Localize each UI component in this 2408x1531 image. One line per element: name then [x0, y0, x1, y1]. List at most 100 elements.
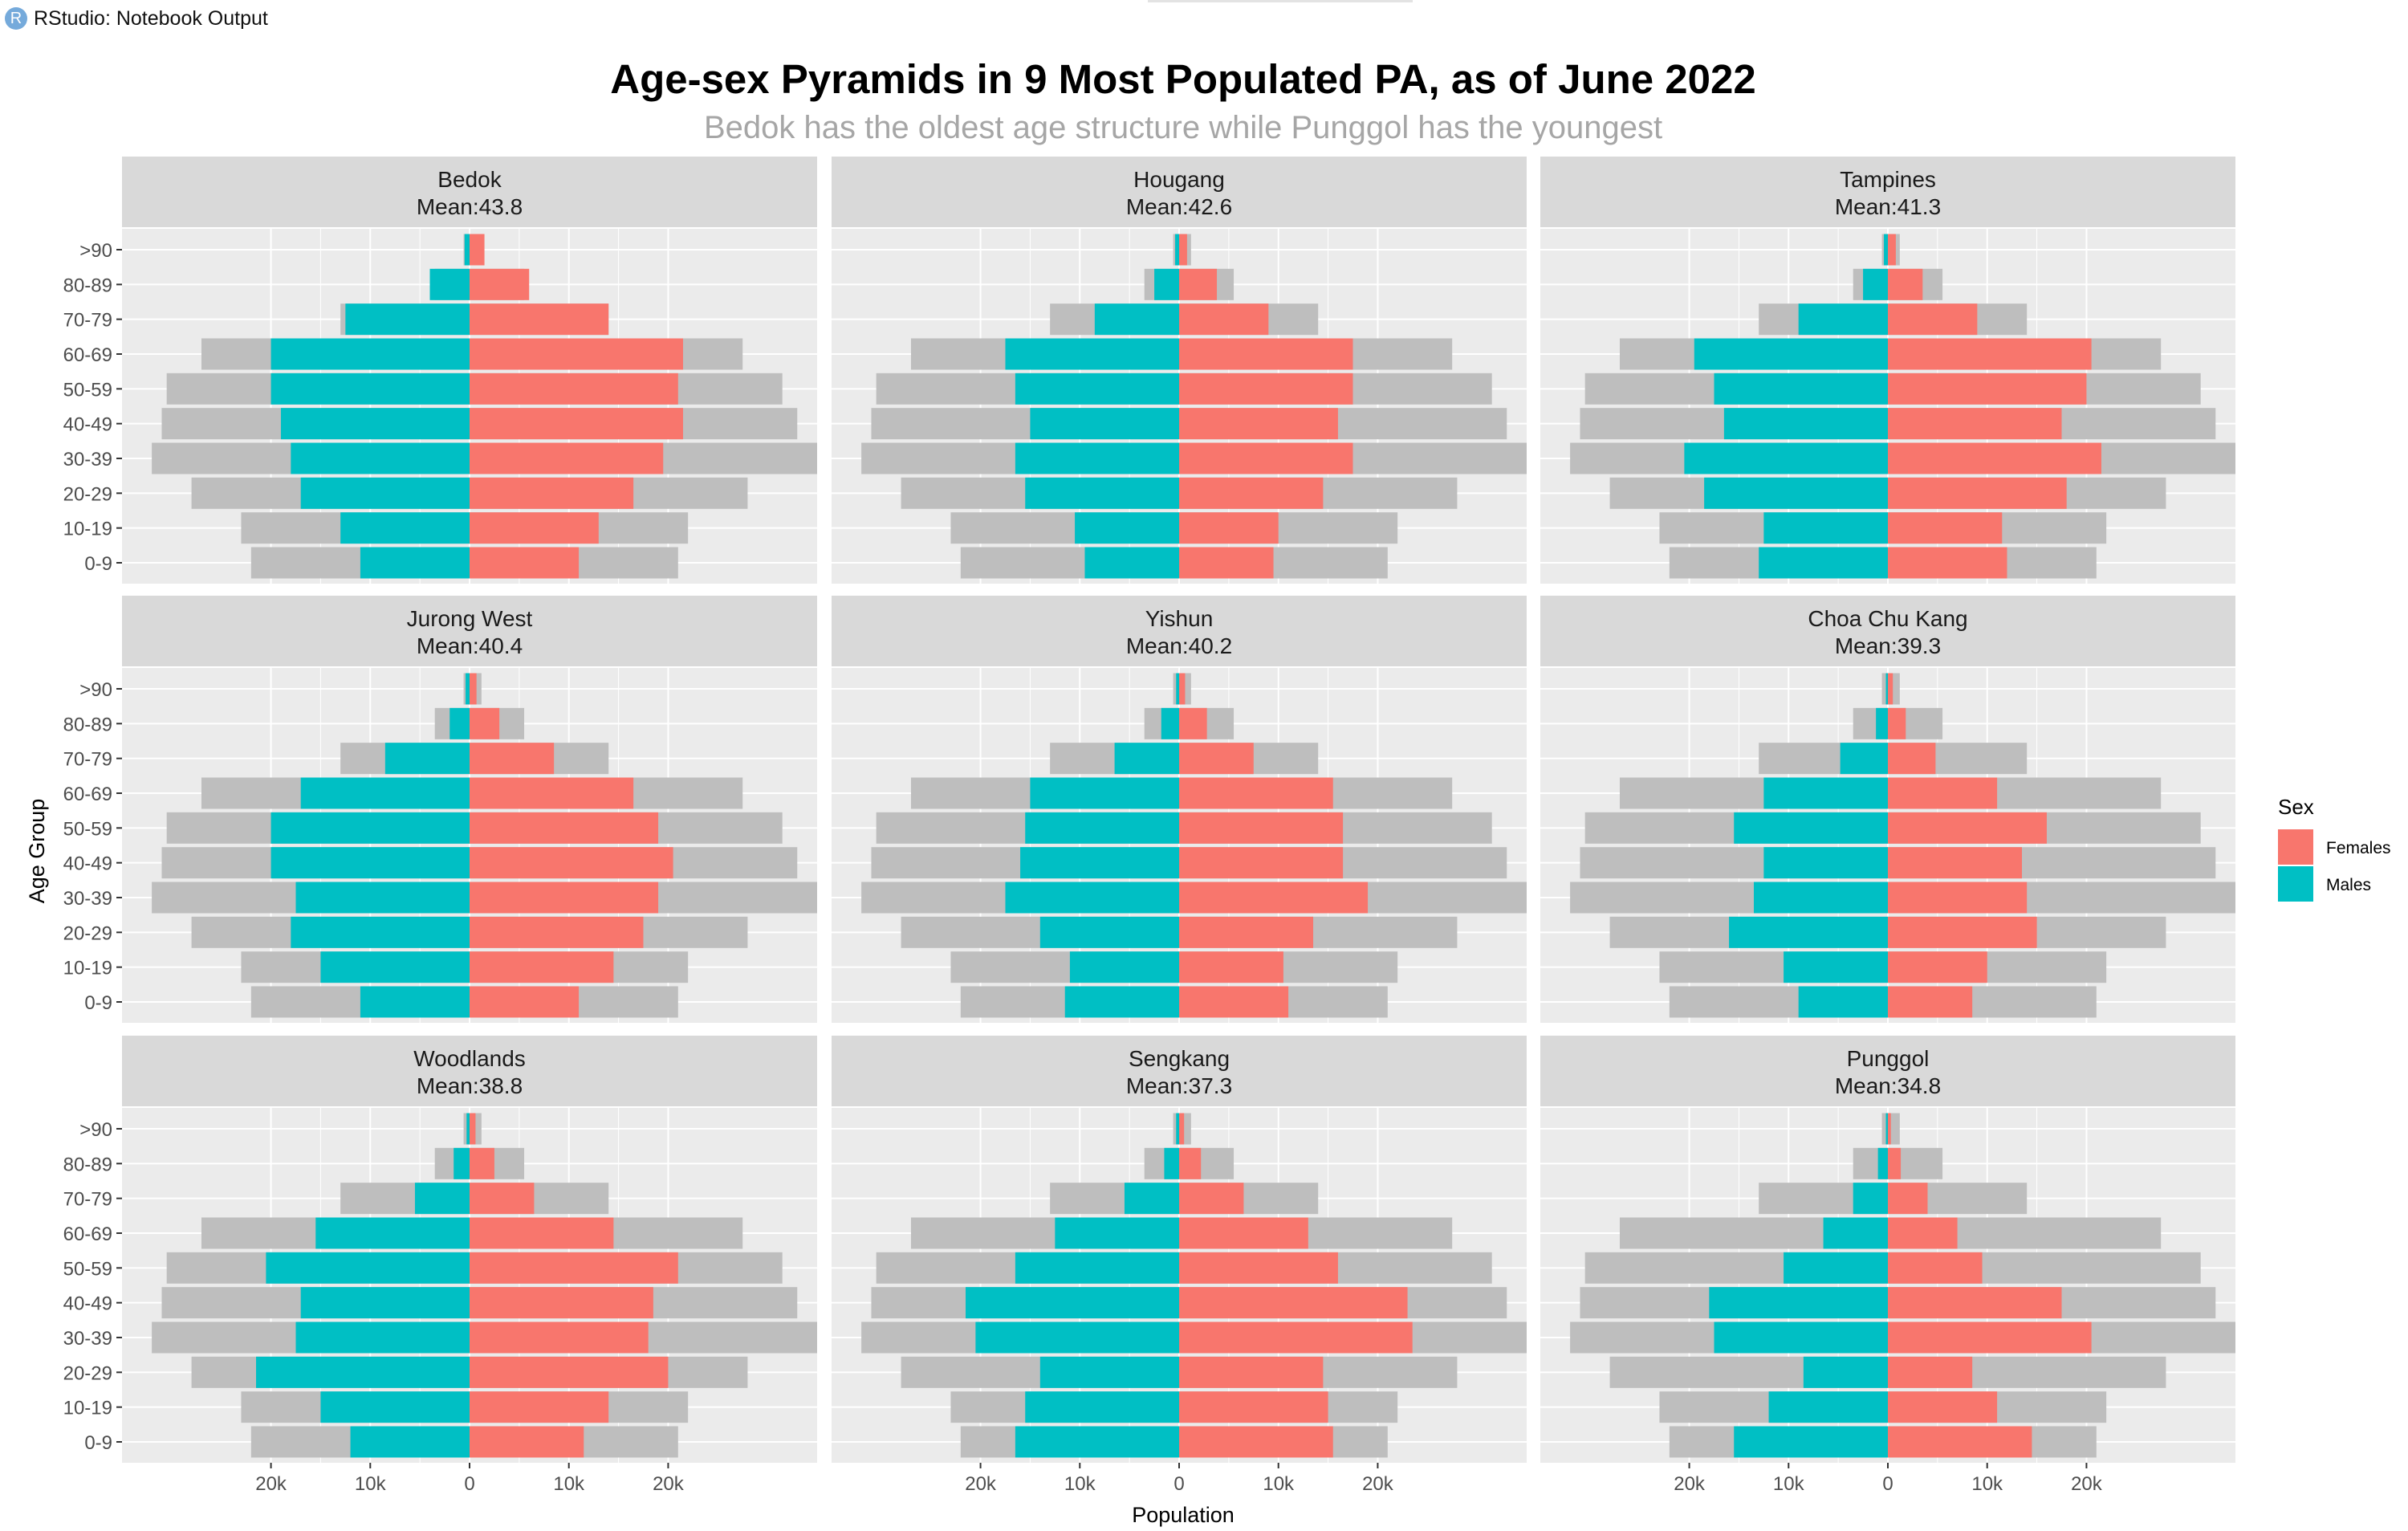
rstudio-logo-icon: R — [5, 7, 27, 30]
bar-females — [470, 303, 609, 336]
bar-males — [454, 1147, 470, 1179]
bar-females — [1179, 673, 1186, 705]
bar-males — [1709, 1287, 1888, 1319]
bar-females — [1888, 812, 2047, 844]
bar-females — [470, 812, 659, 844]
bar-females — [470, 951, 614, 983]
bar-males — [1840, 743, 1888, 775]
bar-females — [470, 1147, 494, 1179]
y-tick-label: >90 — [79, 240, 112, 262]
x-tick-label: 20k — [1674, 1473, 1706, 1495]
bar-males — [1020, 847, 1179, 879]
strip-yishun — [832, 596, 1527, 666]
bar-males — [1114, 743, 1179, 775]
bar-males — [1039, 916, 1179, 948]
strip-mean-yishun: Mean:40.2 — [1126, 633, 1232, 658]
bar-females — [1179, 268, 1218, 300]
bar-males — [1798, 986, 1888, 1018]
bar-males — [466, 1113, 470, 1145]
bar-females — [470, 1426, 584, 1458]
bar-females — [1888, 1321, 2092, 1354]
bar-females — [1888, 442, 2101, 474]
y-tick-label: 0-9 — [84, 992, 112, 1014]
bar-males — [449, 707, 470, 739]
bar-females — [470, 673, 477, 705]
bar-females — [1888, 268, 1923, 300]
bar-males — [1714, 1321, 1888, 1354]
legend-key-males — [2278, 866, 2313, 902]
x-tick-label: 20k — [2071, 1473, 2103, 1495]
bar-females — [470, 882, 659, 914]
bar-males — [1784, 951, 1888, 983]
strip-title-bedok: Bedok — [437, 167, 502, 192]
bar-females — [470, 373, 678, 405]
y-tick-label: 20-29 — [63, 483, 112, 505]
bar-females — [1179, 1217, 1308, 1249]
bar-females — [1179, 547, 1274, 579]
bar-males — [1015, 442, 1179, 474]
bar-males — [256, 1356, 470, 1388]
bar-females — [1179, 442, 1353, 474]
bar-females — [470, 777, 634, 809]
y-tick-label: 40-49 — [63, 853, 112, 875]
bar-females — [470, 847, 673, 879]
bar-males — [300, 777, 470, 809]
bar-females — [1888, 1183, 1928, 1215]
x-tick-label: 10k — [1971, 1473, 2003, 1495]
bar-males — [1030, 777, 1179, 809]
bar-males — [270, 847, 470, 879]
bar-females — [1179, 1183, 1244, 1215]
legend-label-females: Females — [2326, 839, 2391, 857]
y-tick-label: 0-9 — [84, 553, 112, 575]
bar-females — [1888, 477, 2067, 509]
strip-title-sengkang: Sengkang — [1129, 1046, 1230, 1071]
x-tick-label: 10k — [1064, 1473, 1096, 1495]
y-tick-label: 0-9 — [84, 1432, 112, 1454]
x-tick-label: 20k — [965, 1473, 997, 1495]
bar-females — [1179, 1426, 1333, 1458]
y-tick-label: 10-19 — [63, 519, 112, 540]
bar-females — [1888, 1252, 1983, 1284]
bar-males — [1863, 268, 1888, 300]
bar-males — [1164, 1147, 1179, 1179]
y-tick-label: 80-89 — [63, 1154, 112, 1175]
strip-mean-woodlands: Mean:38.8 — [417, 1073, 523, 1098]
bar-males — [345, 303, 470, 336]
bar-males — [270, 373, 470, 405]
bar-females — [1888, 1113, 1891, 1145]
bar-females — [1888, 673, 1893, 705]
x-axis-title: Population — [1132, 1503, 1235, 1527]
strip-choa-chu-kang — [1540, 596, 2235, 666]
bar-females — [470, 408, 683, 440]
bar-females — [470, 338, 683, 370]
y-tick-label: 80-89 — [63, 275, 112, 296]
bar-females — [470, 234, 485, 266]
bar-females — [1179, 1321, 1413, 1354]
bar-females — [1888, 951, 1987, 983]
bar-females — [1888, 1147, 1902, 1179]
bar-males — [1055, 1217, 1179, 1249]
bar-males — [975, 1321, 1179, 1354]
bar-males — [1763, 512, 1888, 544]
bar-males — [1694, 338, 1888, 370]
bar-females — [470, 1356, 669, 1388]
bar-males — [266, 1252, 470, 1284]
bar-males — [300, 1287, 470, 1319]
bar-females — [470, 743, 555, 775]
y-tick-label: 60-69 — [63, 344, 112, 366]
bar-females — [1888, 777, 1998, 809]
legend-title: Sex — [2278, 795, 2314, 819]
bar-females — [470, 1113, 476, 1145]
bar-males — [315, 1217, 470, 1249]
strip-hougang — [832, 157, 1527, 227]
bar-females — [470, 1217, 614, 1249]
bar-males — [966, 1287, 1179, 1319]
bar-females — [1179, 1113, 1185, 1145]
bar-females — [1179, 777, 1333, 809]
bar-males — [1704, 477, 1888, 509]
strip-title-yishun: Yishun — [1145, 606, 1214, 631]
